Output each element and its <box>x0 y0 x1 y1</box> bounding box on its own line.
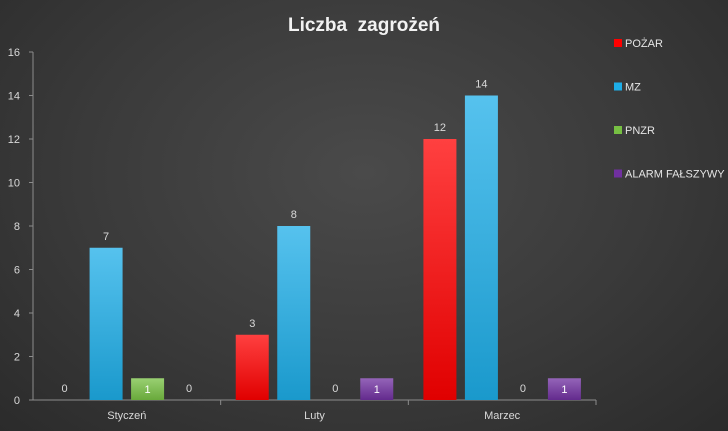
y-tick-label: 12 <box>8 134 20 146</box>
y-tick-label: 4 <box>14 308 20 320</box>
y-tick-label: 14 <box>8 91 20 103</box>
legend-label: PNZR <box>625 125 655 137</box>
bar <box>131 378 165 400</box>
data-label: 0 <box>186 383 192 395</box>
legend-label: MZ <box>625 82 641 94</box>
data-label: 1 <box>561 384 567 396</box>
bar <box>360 378 394 400</box>
y-tick-label: 16 <box>8 47 20 59</box>
y-tick-label: 0 <box>14 395 20 407</box>
bar <box>464 95 498 400</box>
chart-title: Liczba zagrożeń <box>288 15 440 36</box>
legend-swatch <box>614 126 622 134</box>
legend-label: ALARM FAŁSZYWY <box>625 169 725 181</box>
y-tick-label: 2 <box>14 352 20 364</box>
bar <box>277 226 311 400</box>
bar <box>423 139 457 400</box>
y-tick-label: 6 <box>14 265 20 277</box>
data-label: 1 <box>374 384 380 396</box>
bar <box>547 378 581 400</box>
data-label: 1 <box>145 384 151 396</box>
bar <box>89 247 123 400</box>
x-tick-label: Marzec <box>484 410 521 422</box>
data-label: 14 <box>475 79 487 91</box>
data-label: 0 <box>62 383 68 395</box>
bar <box>235 334 269 400</box>
y-tick-label: 8 <box>14 221 20 233</box>
legend-label: POŻAR <box>625 37 663 50</box>
legend: POŻAR MZ PNZR ALARM FAŁSZYWY <box>614 37 725 181</box>
data-label: 7 <box>103 231 109 243</box>
data-label: 0 <box>332 383 338 395</box>
x-tick-label: Styczeń <box>107 410 146 422</box>
data-label: 12 <box>434 122 446 134</box>
y-tick-label: 10 <box>8 178 20 190</box>
legend-swatch <box>614 39 622 47</box>
legend-swatch <box>614 82 622 91</box>
data-label: 8 <box>291 209 297 221</box>
data-label: 0 <box>520 383 526 395</box>
x-tick-label: Luty <box>304 410 325 422</box>
data-label: 3 <box>249 318 255 330</box>
legend-swatch <box>614 169 622 178</box>
bars: 0 7 1 0 3 8 0 1 12 14 0 1 <box>62 79 581 400</box>
